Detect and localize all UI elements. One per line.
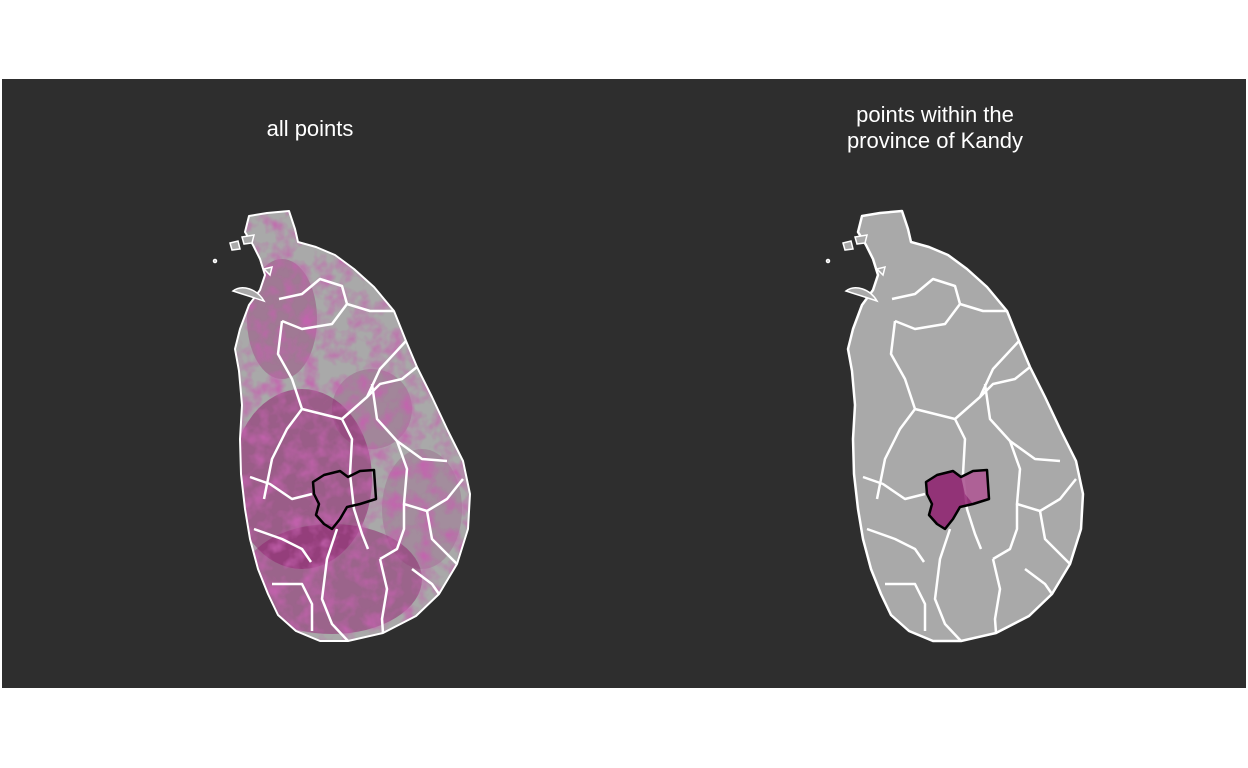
panel-title-right: points within the province of Kandy — [846, 102, 1024, 153]
kandy-boundary-left — [311, 468, 378, 531]
panel-kandy-points: points within the province of Kandy — [624, 79, 1246, 688]
kandy-boundary-right — [924, 468, 991, 531]
island-left — [212, 210, 471, 642]
islets-left — [212, 234, 274, 303]
map-left — [212, 210, 471, 642]
map-figure: all points — [2, 79, 1246, 688]
district-boundaries-right — [862, 277, 1077, 642]
islets-right — [825, 234, 887, 303]
island-right — [825, 209, 1085, 643]
panel-all-points: all points — [2, 79, 624, 688]
kandy-points-light — [961, 470, 989, 504]
map-right — [825, 209, 1085, 643]
district-boundaries-left — [234, 210, 471, 642]
panel-title-left: all points — [266, 116, 354, 141]
land-right — [846, 209, 1085, 643]
